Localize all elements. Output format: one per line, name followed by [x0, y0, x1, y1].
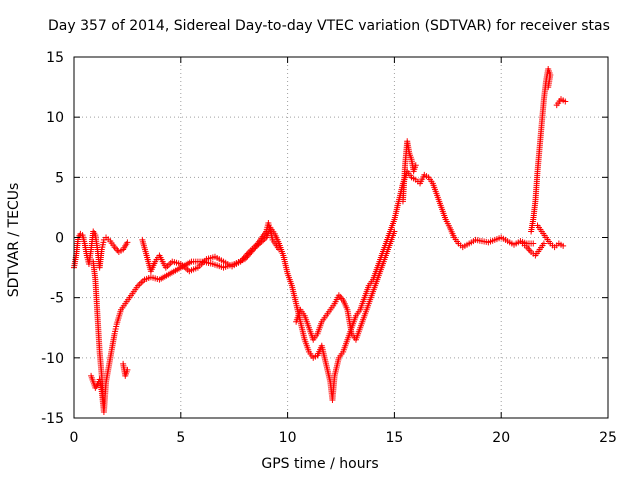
data-point	[100, 402, 107, 409]
data-point	[530, 240, 537, 247]
data-point	[391, 228, 398, 235]
data-points	[71, 66, 569, 415]
axis-ticks: 0 5 10 15 20 25 -15 -10 -5 0 5 10 15	[41, 50, 617, 446]
x-tick-label: 10	[279, 430, 297, 446]
data-point	[560, 242, 567, 249]
data-point	[412, 162, 419, 169]
x-axis-label: GPS time / hours	[261, 456, 379, 472]
x-tick-label: 5	[176, 430, 185, 446]
y-tick-label: 5	[55, 170, 64, 186]
grid-lines	[74, 57, 608, 418]
y-tick-label: -15	[41, 411, 64, 427]
x-tick-label: 25	[599, 430, 617, 446]
y-tick-label: 0	[55, 231, 64, 247]
y-tick-label: 10	[46, 110, 64, 126]
x-tick-label: 0	[70, 430, 79, 446]
data-point	[562, 98, 569, 105]
y-tick-label: -10	[41, 351, 64, 367]
x-tick-label: 15	[385, 430, 403, 446]
data-point	[545, 84, 552, 91]
y-tick-label: -5	[50, 291, 64, 307]
data-point	[540, 240, 547, 247]
x-tick-label: 20	[492, 430, 510, 446]
y-tick-label: 15	[46, 50, 64, 66]
data-point	[276, 246, 283, 253]
data-point	[124, 239, 131, 246]
chart-title: Day 357 of 2014, Sidereal Day-to-day VTE…	[48, 18, 610, 34]
data-point	[124, 366, 131, 373]
